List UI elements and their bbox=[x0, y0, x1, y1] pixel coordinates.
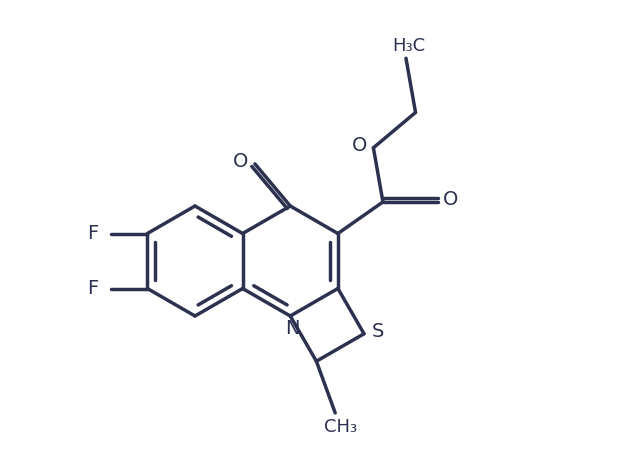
Text: F: F bbox=[87, 224, 99, 243]
Text: O: O bbox=[233, 152, 248, 172]
Text: S: S bbox=[372, 322, 384, 341]
Text: O: O bbox=[444, 190, 459, 210]
Text: F: F bbox=[87, 279, 99, 298]
Text: N: N bbox=[285, 319, 300, 337]
Text: CH₃: CH₃ bbox=[324, 418, 356, 436]
Text: O: O bbox=[352, 136, 367, 155]
Text: H₃C: H₃C bbox=[392, 37, 426, 55]
